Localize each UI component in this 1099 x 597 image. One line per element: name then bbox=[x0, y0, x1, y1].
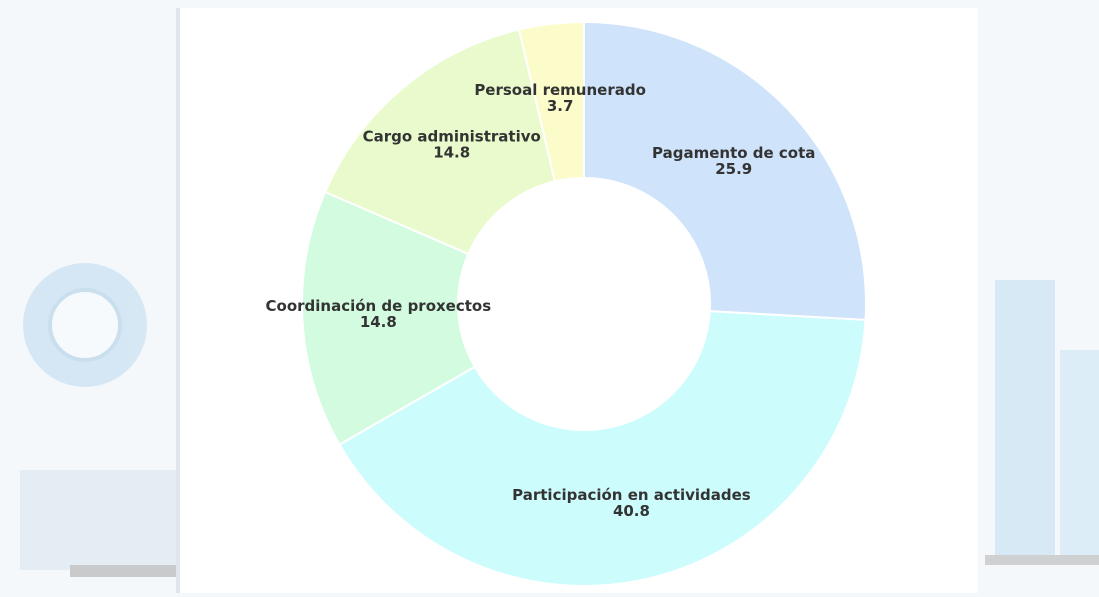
slice bbox=[583, 20, 867, 321]
slice bbox=[323, 28, 557, 256]
slice-label: Participación en actividades bbox=[512, 486, 751, 504]
panel-shadow bbox=[176, 8, 180, 593]
slice-label: Cargo administrativo bbox=[363, 128, 541, 146]
value-label: 14.8 bbox=[360, 313, 397, 331]
slice-label: Coordinación de proxectos bbox=[266, 297, 492, 315]
slice bbox=[301, 190, 477, 446]
value-label: 14.8 bbox=[433, 144, 470, 162]
slice bbox=[517, 20, 585, 183]
background-illustration bbox=[20, 263, 1099, 577]
value-label: 40.8 bbox=[613, 502, 650, 520]
value-label: 25.9 bbox=[715, 160, 752, 178]
slice bbox=[338, 310, 867, 587]
slice-label: Pagamento de cota bbox=[652, 144, 815, 162]
slice-label: Persoal remunerado bbox=[474, 81, 646, 99]
value-label: 3.7 bbox=[547, 97, 574, 115]
